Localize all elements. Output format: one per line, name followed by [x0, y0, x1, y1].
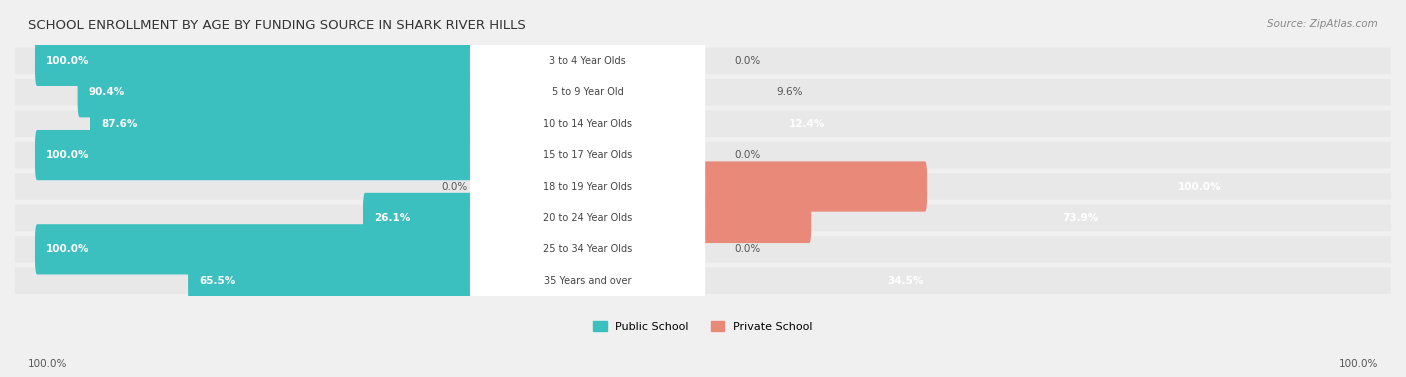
FancyBboxPatch shape: [470, 98, 706, 149]
Text: 87.6%: 87.6%: [101, 119, 138, 129]
Text: 0.0%: 0.0%: [734, 150, 761, 160]
FancyBboxPatch shape: [15, 110, 1391, 137]
Text: 18 to 19 Year Olds: 18 to 19 Year Olds: [543, 181, 633, 192]
Text: 10 to 14 Year Olds: 10 to 14 Year Olds: [543, 119, 633, 129]
Text: 20 to 24 Year Olds: 20 to 24 Year Olds: [543, 213, 633, 223]
Text: 100.0%: 100.0%: [1178, 181, 1222, 192]
Legend: Public School, Private School: Public School, Private School: [589, 316, 817, 336]
Text: 5 to 9 Year Old: 5 to 9 Year Old: [551, 87, 623, 97]
Text: 65.5%: 65.5%: [200, 276, 235, 286]
Text: 15 to 17 Year Olds: 15 to 17 Year Olds: [543, 150, 633, 160]
Text: 73.9%: 73.9%: [1062, 213, 1098, 223]
Text: Source: ZipAtlas.com: Source: ZipAtlas.com: [1267, 19, 1378, 29]
Text: 25 to 34 Year Olds: 25 to 34 Year Olds: [543, 244, 633, 254]
Text: 12.4%: 12.4%: [789, 119, 825, 129]
FancyBboxPatch shape: [77, 67, 484, 117]
FancyBboxPatch shape: [470, 66, 706, 118]
Text: 0.0%: 0.0%: [734, 244, 761, 254]
FancyBboxPatch shape: [479, 161, 927, 211]
FancyBboxPatch shape: [470, 161, 706, 212]
FancyBboxPatch shape: [470, 255, 706, 307]
FancyBboxPatch shape: [479, 193, 811, 243]
Text: 26.1%: 26.1%: [374, 213, 411, 223]
FancyBboxPatch shape: [479, 98, 538, 149]
FancyBboxPatch shape: [470, 35, 706, 87]
Text: 100.0%: 100.0%: [46, 150, 90, 160]
FancyBboxPatch shape: [15, 48, 1391, 74]
FancyBboxPatch shape: [90, 98, 484, 149]
Text: 9.6%: 9.6%: [776, 87, 803, 97]
FancyBboxPatch shape: [15, 205, 1391, 231]
FancyBboxPatch shape: [479, 67, 526, 117]
Text: 100.0%: 100.0%: [46, 56, 90, 66]
FancyBboxPatch shape: [15, 236, 1391, 262]
Text: 100.0%: 100.0%: [46, 244, 90, 254]
Text: 34.5%: 34.5%: [887, 276, 924, 286]
FancyBboxPatch shape: [479, 256, 637, 306]
FancyBboxPatch shape: [470, 192, 706, 244]
FancyBboxPatch shape: [15, 142, 1391, 168]
FancyBboxPatch shape: [15, 173, 1391, 200]
Text: 0.0%: 0.0%: [734, 56, 761, 66]
FancyBboxPatch shape: [363, 193, 484, 243]
Text: 90.4%: 90.4%: [89, 87, 125, 97]
FancyBboxPatch shape: [35, 130, 484, 180]
FancyBboxPatch shape: [15, 79, 1391, 106]
FancyBboxPatch shape: [470, 224, 706, 275]
FancyBboxPatch shape: [35, 224, 484, 274]
Text: 0.0%: 0.0%: [441, 181, 468, 192]
FancyBboxPatch shape: [188, 256, 484, 306]
FancyBboxPatch shape: [15, 268, 1391, 294]
FancyBboxPatch shape: [470, 129, 706, 181]
FancyBboxPatch shape: [35, 36, 484, 86]
Text: 100.0%: 100.0%: [1339, 359, 1378, 369]
Text: 35 Years and over: 35 Years and over: [544, 276, 631, 286]
Text: 100.0%: 100.0%: [28, 359, 67, 369]
Text: SCHOOL ENROLLMENT BY AGE BY FUNDING SOURCE IN SHARK RIVER HILLS: SCHOOL ENROLLMENT BY AGE BY FUNDING SOUR…: [28, 19, 526, 32]
Text: 3 to 4 Year Olds: 3 to 4 Year Olds: [550, 56, 626, 66]
